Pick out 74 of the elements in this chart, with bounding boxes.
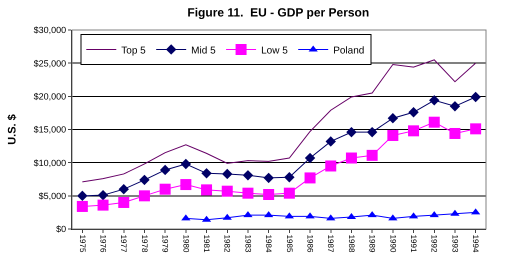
y-tick-label: $20,000 — [34, 91, 66, 102]
x-tick-label: 1976 — [98, 234, 108, 253]
x-tick-label: 1981 — [202, 234, 211, 253]
point — [98, 190, 108, 200]
point — [138, 190, 150, 202]
legend-label: Low 5 — [261, 45, 288, 56]
y-tick-label: $10,000 — [34, 158, 66, 168]
point — [387, 130, 398, 141]
point — [77, 190, 88, 202]
x-tick-label: 1980 — [181, 234, 190, 253]
x-tick-label: 1975 — [78, 234, 87, 253]
point — [180, 179, 192, 190]
x-tick-label: 1989 — [368, 234, 377, 253]
point — [428, 116, 440, 128]
point — [470, 123, 482, 134]
point — [408, 107, 419, 118]
point — [222, 168, 232, 180]
line-series — [82, 59, 476, 182]
point — [201, 168, 212, 178]
point — [450, 101, 460, 112]
point — [346, 126, 357, 138]
point — [160, 164, 170, 176]
point — [284, 172, 295, 182]
point — [139, 174, 150, 186]
point — [408, 125, 420, 136]
legend-label: Top 5 — [121, 45, 146, 56]
point — [201, 184, 212, 196]
y-tick-label: $25,000 — [34, 58, 66, 68]
point — [304, 152, 316, 164]
x-tick-label: 1994 — [471, 234, 480, 253]
x-tick-label: 1986 — [305, 234, 314, 253]
x-tick-label: 1988 — [346, 234, 356, 253]
x-tick-label: 1983 — [243, 234, 252, 253]
point — [263, 172, 274, 184]
x-tick-label: 1993 — [450, 234, 460, 253]
y-axis-title: U.S. $ — [6, 114, 18, 145]
point — [242, 188, 254, 199]
point — [326, 136, 336, 147]
point — [222, 186, 233, 197]
point — [263, 189, 274, 200]
point — [346, 152, 357, 164]
x-tick-label: 1992 — [430, 234, 439, 253]
y-tick-label: $5,000 — [38, 190, 66, 201]
x-tick-label: 1984 — [264, 234, 274, 253]
point — [366, 150, 378, 161]
point — [98, 200, 109, 211]
x-tick-label: 1979 — [160, 234, 170, 253]
x-tick-label: 1982 — [222, 234, 232, 253]
x-tick-label: 1977 — [119, 234, 128, 253]
x-tick-label: 1987 — [326, 234, 336, 253]
point — [76, 200, 88, 212]
point — [429, 95, 440, 106]
legend-label: Poland — [333, 45, 364, 56]
x-tick-label: 1985 — [284, 234, 294, 253]
point — [160, 184, 171, 195]
point — [366, 126, 378, 138]
x-tick-label: 1990 — [388, 234, 398, 253]
point — [118, 184, 129, 194]
point — [284, 188, 295, 199]
y-tick-label: $15,000 — [34, 124, 66, 135]
point — [388, 113, 398, 124]
x-tick-label: 1978 — [140, 234, 149, 253]
y-tick-label: $0 — [56, 224, 66, 234]
chart-title: Figure 11. EU - GDP per Person — [187, 6, 370, 20]
point — [304, 172, 316, 184]
point — [118, 196, 130, 208]
y-tick-label: $30,000 — [34, 25, 66, 36]
point — [180, 158, 192, 170]
legend-label: Mid 5 — [191, 45, 216, 56]
point — [449, 128, 460, 139]
point — [242, 170, 254, 180]
point — [325, 160, 336, 172]
x-tick-label: 1991 — [408, 234, 418, 253]
point — [470, 92, 481, 102]
